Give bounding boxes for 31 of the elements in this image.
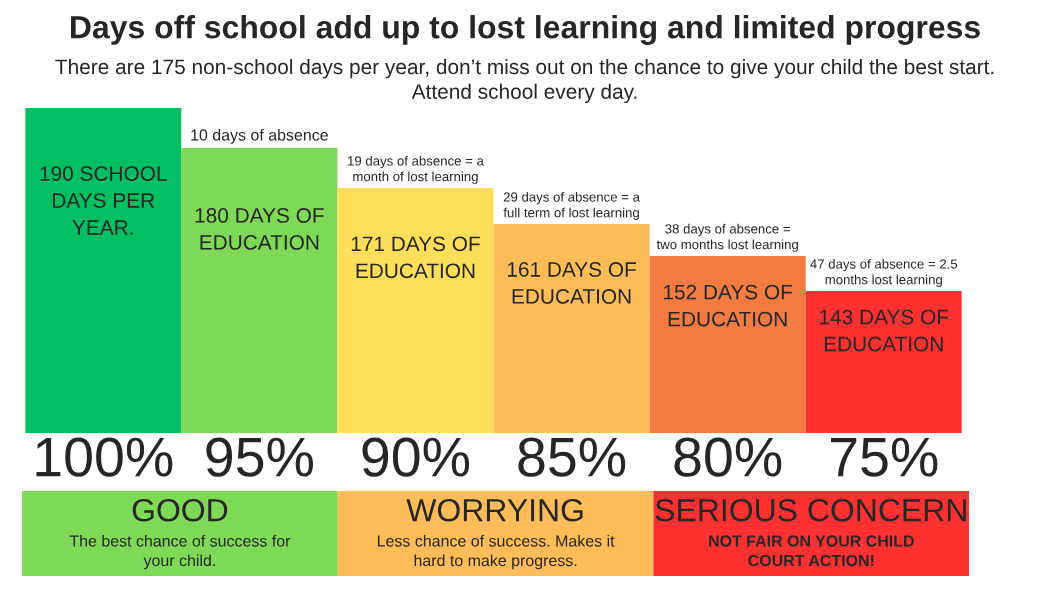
x-tick-label: 90%: [362, 437, 470, 477]
chart-title: Days off school add up to lost learning and limited progress: [71, 15, 980, 45]
bar: [805, 291, 962, 434]
annotation: 47 days of absence = 2.5 months lost learning: [810, 258, 958, 287]
x-tick-label: 80%: [674, 437, 782, 477]
annotation: 10 days of absence: [191, 128, 328, 144]
annotation: 143 DAYS OF EDUCATION: [820, 309, 949, 352]
text: Less chance of success. Makes it hard to make progress.: [377, 534, 615, 570]
annotation: 152 DAYS OF EDUCATION: [664, 284, 793, 327]
text: GOOD: [132, 498, 228, 522]
chart-subtitle: There are 175 non-school days per year, don’t miss out on the chance to give your child the best start. Attend school every day.: [55, 58, 994, 104]
bar: [649, 255, 806, 434]
x-tick-label: 95%: [206, 437, 313, 477]
annotation: 180 DAYS OF EDUCATION: [195, 208, 324, 250]
text: SERIOUS CONCERN: [655, 498, 966, 522]
text: NOT FAIR ON YOUR CHILD COURT ACTION!: [709, 535, 914, 567]
annotation: 161 DAYS OF EDUCATION: [507, 262, 636, 304]
annotation: 29 days of absence = a full term of lost learning: [503, 191, 640, 220]
text: WORRYING: [406, 498, 583, 522]
bar: [337, 188, 494, 434]
bar: [493, 224, 650, 434]
bar: [25, 108, 182, 434]
text: The best chance of success for your child.: [69, 534, 291, 570]
annotation: 38 days of absence = two months lost learning: [656, 223, 798, 252]
annotation: 171 DAYS OF EDUCATION: [351, 236, 480, 279]
x-tick-label: 75%: [831, 437, 938, 477]
x-tick-label: 100%: [36, 437, 173, 477]
bar: [181, 148, 338, 434]
annotation: 19 days of absence = a month of lost learning: [348, 155, 484, 184]
x-tick-label: 85%: [518, 437, 626, 477]
annotation: 190 SCHOOL DAYS PER YEAR.: [40, 166, 167, 235]
